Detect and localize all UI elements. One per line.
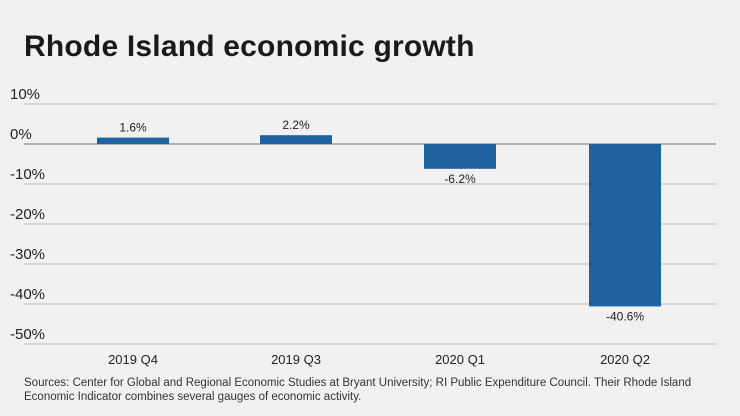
x-tick-label: 2019 Q4	[108, 352, 158, 367]
y-tick-label: -40%	[10, 286, 45, 303]
y-tick-label: -10%	[10, 166, 45, 183]
data-label: 2.2%	[282, 118, 310, 132]
data-label: 1.6%	[119, 121, 147, 135]
bar	[589, 144, 661, 307]
y-tick-label: -20%	[10, 206, 45, 223]
data-label: -40.6%	[606, 309, 644, 323]
bar	[260, 135, 332, 144]
bar	[97, 137, 169, 144]
y-tick-label: 10%	[10, 86, 40, 103]
x-tick-label: 2020 Q2	[600, 352, 650, 367]
x-tick-label: 2020 Q1	[435, 352, 485, 367]
y-tick-label: 0%	[10, 126, 32, 143]
source-note: Sources: Center for Global and Regional …	[24, 377, 692, 403]
bar	[424, 144, 496, 169]
bar-chart: 10% 0% -10% -20% -30% -40% -50% 1.6% 2019 Q4 2.2%…	[10, 86, 716, 367]
x-tick-label: 2019 Q3	[271, 352, 321, 367]
data-label: -6.2%	[444, 172, 476, 186]
y-tick-label: -30%	[10, 246, 45, 263]
y-tick-label: -50%	[10, 326, 45, 343]
chart-title: Rhode Island economic growth	[24, 30, 475, 63]
